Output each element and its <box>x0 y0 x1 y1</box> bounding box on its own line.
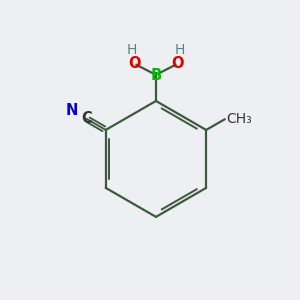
Text: H: H <box>127 43 137 57</box>
Text: N: N <box>66 103 79 118</box>
Text: H: H <box>175 43 185 57</box>
Text: O: O <box>172 56 184 70</box>
Text: CH₃: CH₃ <box>226 112 252 126</box>
Text: C: C <box>81 111 92 126</box>
Text: O: O <box>128 56 140 70</box>
Text: B: B <box>150 68 161 83</box>
